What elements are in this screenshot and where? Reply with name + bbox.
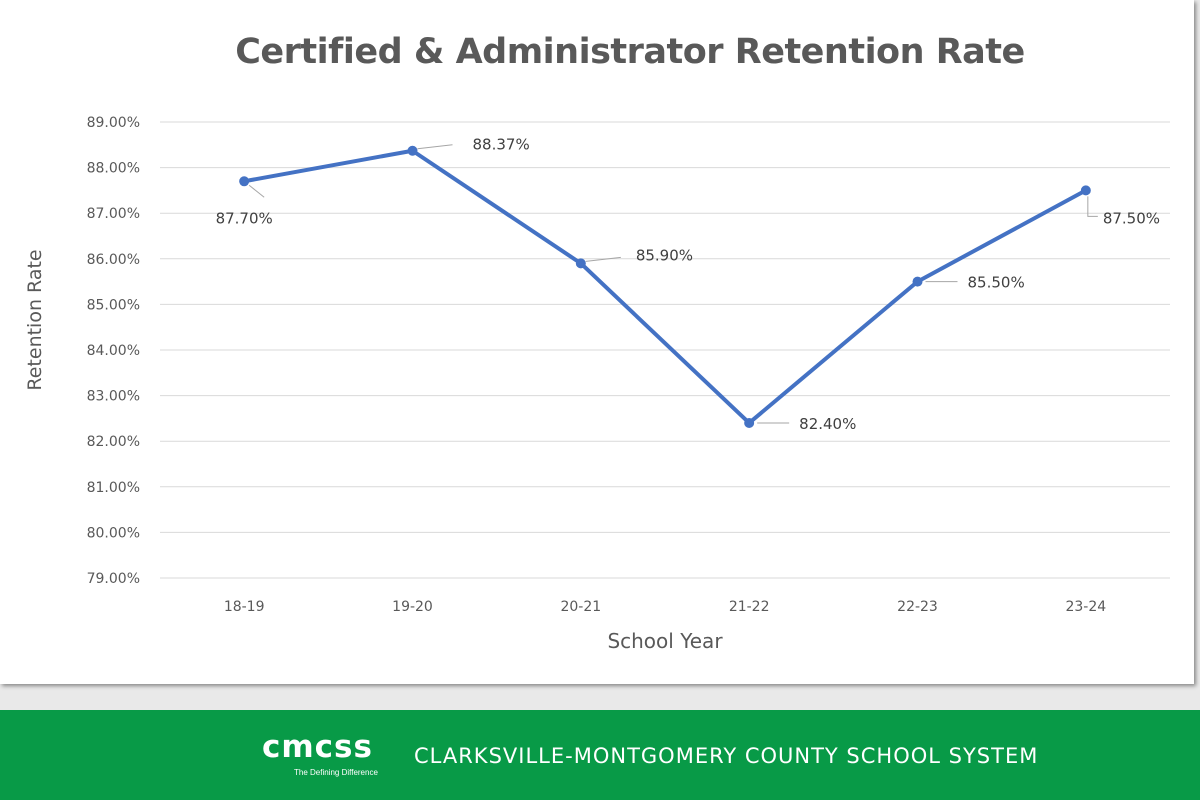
y-axis-label: Retention Rate [24, 249, 46, 390]
data-point [744, 417, 755, 428]
logo-tagline: The Defining Difference [294, 768, 378, 777]
x-tick-label: 22-23 [897, 599, 938, 615]
data-label: 87.70% [216, 209, 273, 227]
data-point [912, 276, 923, 287]
x-tick-label: 23-24 [1065, 599, 1106, 615]
data-label: 82.40% [799, 415, 856, 433]
y-tick-label: 88.00% [87, 161, 140, 177]
y-tick-label: 79.00% [87, 571, 140, 587]
y-tick-label: 89.00% [87, 115, 140, 131]
y-tick-label: 87.00% [87, 206, 140, 222]
data-label: 88.37% [473, 136, 530, 154]
y-tick-label: 81.00% [87, 480, 140, 496]
leader-line [1087, 196, 1098, 217]
x-tick-label: 20-21 [560, 599, 601, 615]
series-line [243, 148, 1087, 425]
footer-bar [0, 710, 1200, 800]
x-tick-label: 18-19 [224, 599, 265, 615]
leader-line [417, 144, 453, 150]
data-point [407, 145, 418, 156]
data-point [239, 176, 250, 187]
y-tick-label: 85.00% [87, 297, 140, 313]
chart-card: Certified & Administrator Retention Rate… [0, 0, 1194, 684]
data-label: 87.50% [1103, 209, 1160, 227]
y-tick-label: 86.00% [87, 252, 140, 268]
x-tick-label: 21-22 [729, 599, 770, 615]
leader-line [248, 184, 265, 198]
y-tick-label: 84.00% [87, 343, 140, 359]
chart-title: Certified & Administrator Retention Rate [235, 32, 1025, 72]
y-tick-label: 80.00% [87, 525, 140, 541]
data-label: 85.50% [968, 274, 1025, 292]
y-tick-label: 83.00% [87, 389, 140, 405]
data-label: 85.90% [636, 246, 693, 264]
x-axis-label: School Year [607, 629, 723, 653]
y-tick-label: 82.00% [87, 434, 140, 450]
cmcss-logo: cmcss The Defining Difference [262, 728, 402, 788]
data-point [575, 258, 586, 269]
organization-name: CLARKSVILLE-MONTGOMERY COUNTY SCHOOL SYS… [414, 744, 1039, 768]
logo-text: cmcss [262, 729, 373, 765]
line-chart: 79.00% 80.00% 81.00% 82.00% 83.00% 84.00% 85.0… [24, 115, 1170, 653]
data-point [1080, 185, 1091, 196]
leader-line [585, 256, 621, 262]
x-tick-label: 19-20 [392, 599, 433, 615]
